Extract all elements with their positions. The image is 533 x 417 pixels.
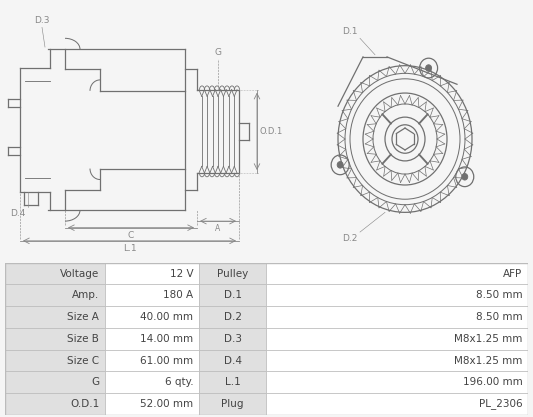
Bar bbox=[266, 372, 528, 393]
Bar bbox=[5, 263, 104, 284]
Text: Size C: Size C bbox=[67, 356, 99, 366]
Text: L.1: L.1 bbox=[123, 244, 136, 253]
Text: 61.00 mm: 61.00 mm bbox=[140, 356, 193, 366]
Circle shape bbox=[462, 173, 468, 180]
Text: Voltage: Voltage bbox=[60, 269, 99, 279]
Bar bbox=[5, 393, 104, 415]
Bar bbox=[104, 372, 199, 393]
Bar bbox=[5, 328, 104, 350]
Bar bbox=[199, 350, 266, 372]
Bar bbox=[104, 350, 199, 372]
Bar bbox=[199, 328, 266, 350]
Text: D.2: D.2 bbox=[223, 312, 241, 322]
Text: D.3: D.3 bbox=[223, 334, 241, 344]
Text: 52.00 mm: 52.00 mm bbox=[140, 399, 193, 409]
Text: 40.00 mm: 40.00 mm bbox=[140, 312, 193, 322]
Text: M8x1.25 mm: M8x1.25 mm bbox=[454, 334, 522, 344]
Text: 180 A: 180 A bbox=[163, 290, 193, 300]
Bar bbox=[5, 284, 104, 306]
Bar bbox=[199, 306, 266, 328]
Text: D.1: D.1 bbox=[223, 290, 241, 300]
Bar bbox=[104, 328, 199, 350]
Bar bbox=[199, 393, 266, 415]
Bar bbox=[5, 350, 104, 372]
Circle shape bbox=[337, 161, 343, 168]
Text: 12 V: 12 V bbox=[169, 269, 193, 279]
Text: O.D.1: O.D.1 bbox=[260, 127, 283, 136]
Text: AFP: AFP bbox=[503, 269, 522, 279]
Text: A: A bbox=[215, 224, 221, 234]
Text: G: G bbox=[91, 377, 99, 387]
Circle shape bbox=[425, 65, 432, 71]
Text: Pulley: Pulley bbox=[217, 269, 248, 279]
Text: O.D.1: O.D.1 bbox=[70, 399, 99, 409]
Text: L.1: L.1 bbox=[225, 377, 240, 387]
Bar bbox=[266, 393, 528, 415]
Text: D.1: D.1 bbox=[342, 27, 358, 36]
Text: D.4: D.4 bbox=[10, 209, 26, 218]
Bar bbox=[266, 306, 528, 328]
Bar bbox=[199, 284, 266, 306]
Text: Size B: Size B bbox=[68, 334, 99, 344]
Bar bbox=[266, 284, 528, 306]
Bar bbox=[104, 284, 199, 306]
Text: Size A: Size A bbox=[68, 312, 99, 322]
Text: 8.50 mm: 8.50 mm bbox=[476, 312, 522, 322]
Text: M8x1.25 mm: M8x1.25 mm bbox=[454, 356, 522, 366]
Bar bbox=[5, 306, 104, 328]
Bar bbox=[104, 263, 199, 284]
Bar bbox=[266, 263, 528, 284]
Bar bbox=[199, 372, 266, 393]
Bar bbox=[199, 263, 266, 284]
Text: PL_2306: PL_2306 bbox=[479, 399, 522, 409]
Bar bbox=[5, 372, 104, 393]
Text: D.4: D.4 bbox=[223, 356, 241, 366]
Text: C: C bbox=[128, 231, 134, 240]
Text: D.2: D.2 bbox=[342, 234, 358, 243]
Text: 6 qty.: 6 qty. bbox=[165, 377, 193, 387]
Text: 14.00 mm: 14.00 mm bbox=[140, 334, 193, 344]
Text: 8.50 mm: 8.50 mm bbox=[476, 290, 522, 300]
Bar bbox=[266, 350, 528, 372]
Bar bbox=[104, 393, 199, 415]
Text: Amp.: Amp. bbox=[72, 290, 99, 300]
Text: Plug: Plug bbox=[221, 399, 244, 409]
Bar bbox=[104, 306, 199, 328]
Text: D.3: D.3 bbox=[34, 16, 50, 25]
Bar bbox=[266, 328, 528, 350]
Text: 196.00 mm: 196.00 mm bbox=[463, 377, 522, 387]
Text: G: G bbox=[214, 48, 222, 57]
